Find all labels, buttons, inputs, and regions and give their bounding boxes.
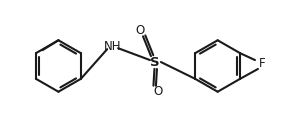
Text: NH: NH — [103, 40, 121, 53]
Text: F: F — [259, 56, 266, 70]
Text: S: S — [150, 56, 160, 69]
Text: O: O — [153, 85, 162, 98]
Text: O: O — [135, 24, 145, 37]
